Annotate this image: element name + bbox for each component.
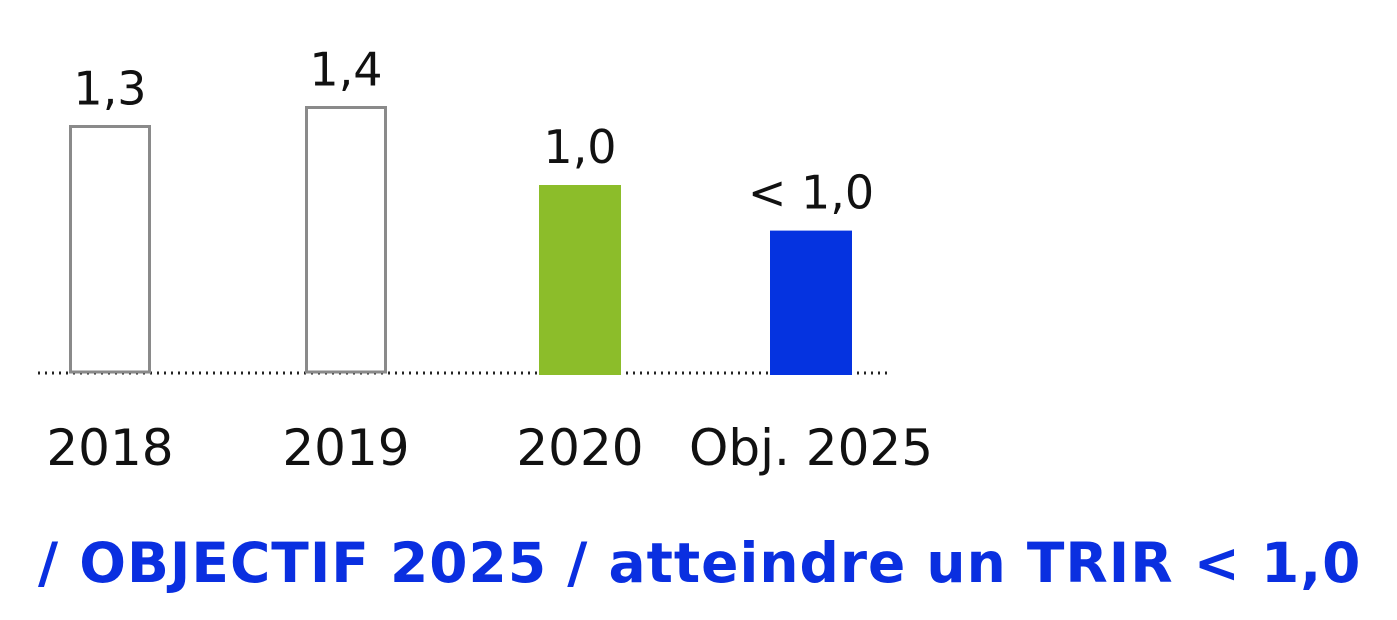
tick-label-2019: 2019 — [282, 419, 409, 477]
bar-obj-2025 — [770, 230, 852, 375]
data-label-2019: 1,4 — [309, 43, 382, 97]
data-label-obj-2025: < 1,0 — [748, 166, 874, 220]
bar-2020 — [539, 185, 621, 375]
bar-2019 — [305, 106, 387, 374]
data-label-2020: 1,0 — [543, 120, 616, 174]
tick-label-2020: 2020 — [516, 419, 643, 477]
tick-label-2018: 2018 — [46, 419, 173, 477]
bar-2018 — [69, 125, 151, 374]
objective-title: / OBJECTIF 2025 / atteindre un TRIR < 1,… — [38, 531, 1362, 595]
tick-label-obj-2025: Obj. 2025 — [689, 419, 933, 477]
trir-bar-chart: 1,3 2018 1,4 2019 1,0 2020 < 1,0 Obj. 2025 — [38, 43, 933, 477]
data-label-2018: 1,3 — [73, 62, 146, 116]
